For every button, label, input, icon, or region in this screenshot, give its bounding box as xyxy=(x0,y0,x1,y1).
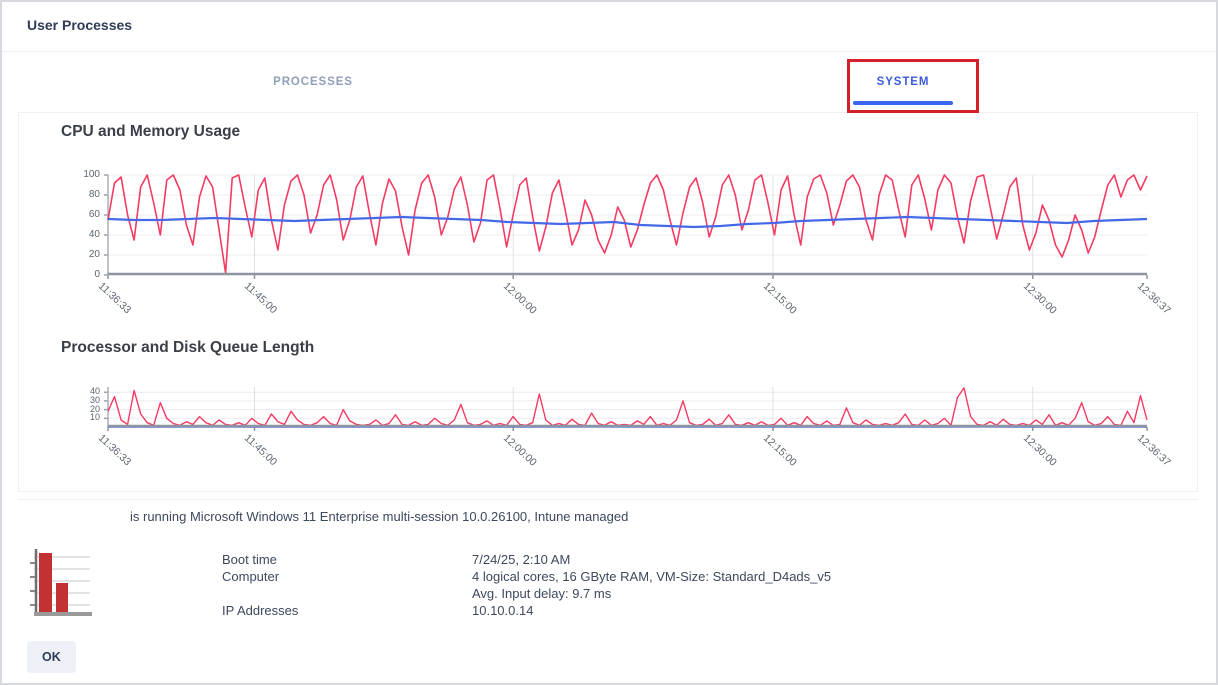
x-axis-tick-label: 12:36:37 xyxy=(1134,432,1173,469)
y-axis-tick-label: 40 xyxy=(88,229,100,240)
x-axis-tick-label: 12:30:00 xyxy=(1020,280,1059,317)
detail-label: Boot time xyxy=(222,552,277,567)
ok-button[interactable]: OK xyxy=(27,641,76,673)
footer-divider xyxy=(18,499,1198,500)
cpu-memory-chart xyxy=(104,174,1148,279)
y-axis-tick-label: 20 xyxy=(88,249,100,260)
tab-processes[interactable]: PROCESSES xyxy=(18,52,608,112)
detail-row: Avg. Input delay: 9.7 ms xyxy=(222,585,831,602)
os-running-text: is running Microsoft Windows 11 Enterpri… xyxy=(130,509,629,524)
page-title: User Processes xyxy=(27,17,133,33)
detail-label: IP Addresses xyxy=(222,603,299,618)
tab-bar: PROCESSES SYSTEM xyxy=(18,52,1198,112)
system-charts-card: CPU and Memory Usage Processor and Disk … xyxy=(18,112,1198,492)
y-axis-tick-label: 80 xyxy=(88,189,100,200)
detail-value: 10.10.0.14 xyxy=(472,603,534,618)
detail-label xyxy=(222,585,472,602)
x-axis-tick-label: 12:30:00 xyxy=(1020,432,1059,469)
cpu-memory-chart-title: CPU and Memory Usage xyxy=(61,123,241,140)
y-axis-tick-label: 20 xyxy=(89,403,100,414)
detail-label: Computer xyxy=(222,569,280,584)
detail-row: IP Addresses 10.10.0.14 xyxy=(222,602,831,619)
detail-value: Avg. Input delay: 9.7 ms xyxy=(472,586,612,601)
system-details: Boot time 7/24/25, 2:10 AM Computer 4 logic… xyxy=(222,551,831,619)
x-axis-tick-label: 12:15:00 xyxy=(760,432,799,469)
y-axis-tick-label: 40 xyxy=(89,386,100,397)
x-axis-tick-label: 12:00:00 xyxy=(501,432,540,469)
y-axis-tick-label: 60 xyxy=(88,209,100,220)
tab-system[interactable]: SYSTEM xyxy=(608,52,1198,112)
detail-row: Computer 4 logical cores, 16 GByte RAM, V… xyxy=(222,568,831,585)
x-axis-tick-label: 11:36:33 xyxy=(95,280,134,317)
x-axis-tick-label: 11:45:00 xyxy=(242,280,280,317)
x-axis-tick-label: 11:36:33 xyxy=(95,432,134,469)
tab-processes-label: PROCESSES xyxy=(273,76,353,88)
header-divider xyxy=(2,51,1216,52)
y-axis-tick-label: 0 xyxy=(94,269,100,280)
y-axis-tick-label: 100 xyxy=(83,169,100,180)
tab-system-label: SYSTEM xyxy=(876,76,930,88)
queue-length-chart xyxy=(104,387,1148,431)
x-axis-tick-label: 12:00:00 xyxy=(501,280,540,317)
bar-chart-icon xyxy=(24,545,94,628)
y-axis-tick-label: 30 xyxy=(89,394,100,405)
detail-value: 7/24/25, 2:10 AM xyxy=(472,552,571,567)
x-axis-tick-label: 12:36:37 xyxy=(1134,280,1173,317)
x-axis-tick-label: 11:45:00 xyxy=(242,432,280,469)
detail-value: 4 logical cores, 16 GByte RAM, VM-Size: … xyxy=(472,569,832,584)
queue-chart-title: Processor and Disk Queue Length xyxy=(61,339,315,356)
x-axis-tick-label: 12:15:00 xyxy=(760,280,799,317)
y-axis-tick-label: 10 xyxy=(89,412,100,423)
active-tab-indicator xyxy=(853,101,953,105)
detail-row: Boot time 7/24/25, 2:10 AM xyxy=(222,551,831,568)
